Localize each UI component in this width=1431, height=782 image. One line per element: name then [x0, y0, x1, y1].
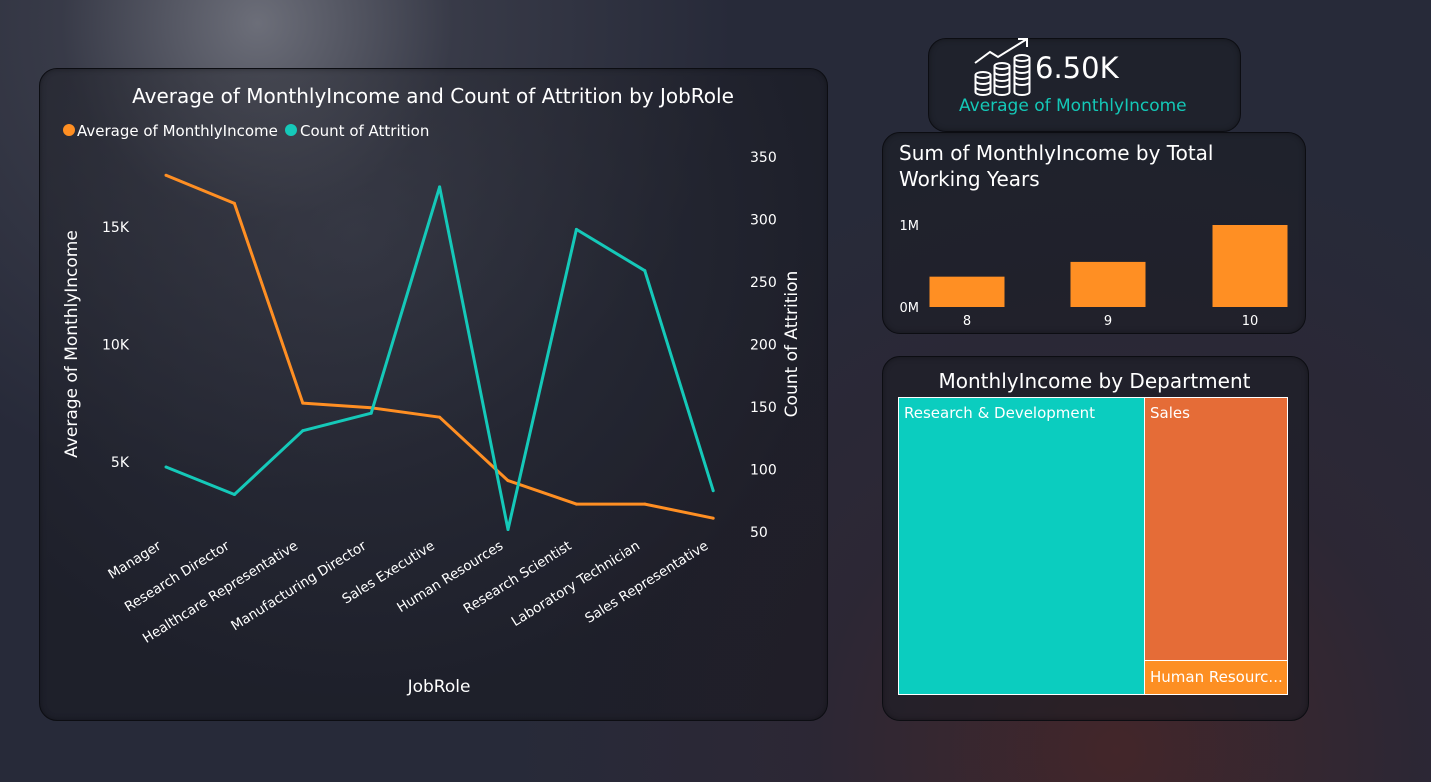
y2-tick-label: 350 [750, 150, 777, 166]
y2-tick-label: 100 [750, 462, 777, 478]
legend-swatch-attrition [285, 124, 297, 136]
data-point-count-of-attrition [301, 429, 305, 433]
data-point-count-of-attrition [369, 411, 373, 415]
legend-label-attrition[interactable]: Count of Attrition [300, 122, 429, 140]
data-point-count-of-attrition [574, 227, 578, 231]
x-axis-label: JobRole [407, 677, 471, 697]
data-point-average-of-monthlyincome [506, 479, 510, 483]
y-tick-label: 5K [111, 455, 130, 471]
y2-tick-label: 300 [750, 212, 777, 228]
y-axis-label: Average of MonthlyIncome [62, 230, 82, 458]
series-line-count-of-attrition [165, 185, 715, 531]
tile-label-research-development: Research & Development [904, 404, 1096, 422]
data-point-count-of-attrition [506, 527, 510, 531]
y-tick-label: 10K [102, 337, 130, 353]
kpi-label: Average of MonthlyIncome [959, 96, 1187, 116]
data-point-count-of-attrition [643, 269, 647, 273]
kpi-value: 6.50K [1035, 51, 1119, 85]
coins-growth-icon [974, 38, 1031, 96]
data-point-average-of-monthlyincome [232, 201, 236, 205]
data-point-average-of-monthlyincome [301, 401, 305, 405]
kpi-card [928, 38, 1241, 132]
legend-label-income[interactable]: Average of MonthlyIncome [77, 122, 278, 140]
data-point-average-of-monthlyincome [574, 502, 578, 506]
x-tick-label: Sales Representative [582, 538, 711, 627]
y2-tick-label: 250 [750, 275, 777, 291]
data-point-average-of-monthlyincome [643, 502, 647, 506]
tile-label-sales: Sales [1150, 404, 1190, 422]
x-tick-label: Manager [105, 538, 164, 583]
y-tick-label: 15K [102, 220, 130, 236]
data-point-count-of-attrition [164, 465, 168, 469]
data-point-count-of-attrition [711, 489, 715, 493]
treemap-title: MonthlyIncome by Department [938, 369, 1251, 393]
y2-axis-label: Count of Attrition [782, 271, 802, 418]
data-point-average-of-monthlyincome [438, 415, 442, 419]
y2-tick-label: 50 [750, 525, 768, 541]
chart-title: Average of MonthlyIncome and Count of At… [132, 84, 734, 108]
legend-swatch-income [63, 124, 75, 136]
data-point-average-of-monthlyincome [711, 516, 715, 520]
data-point-average-of-monthlyincome [164, 173, 168, 177]
data-point-count-of-attrition [438, 185, 442, 189]
data-point-count-of-attrition [232, 492, 236, 496]
tile-label-human-resources: Human Resourc... [1150, 668, 1283, 686]
y2-tick-label: 200 [750, 337, 777, 353]
treemap-tile-sales[interactable]: Sales [1144, 397, 1288, 661]
y2-tick-label: 150 [750, 400, 777, 416]
x-tick-label: Laboratory Technician [509, 538, 643, 630]
treemap-tile-research-development[interactable]: Research & Development [898, 397, 1145, 695]
series-line-average-of-monthlyincome [165, 173, 714, 520]
bar-chart-title: Sum of MonthlyIncome by Total Working Ye… [899, 141, 1214, 191]
treemap-tile-human-resources[interactable]: Human Resourc... [1144, 660, 1288, 695]
